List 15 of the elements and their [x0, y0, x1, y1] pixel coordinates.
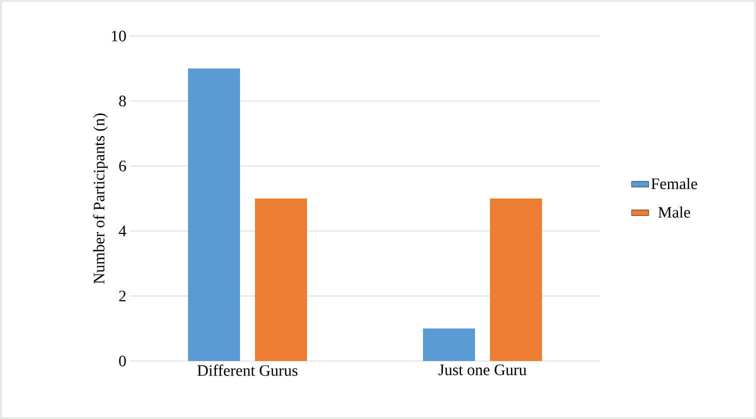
bar: [490, 198, 542, 361]
y-tick-label: 2: [119, 290, 126, 302]
y-tick-label: 10: [112, 30, 126, 42]
bar: [423, 328, 476, 361]
y-axis-title: Number of Participants (n): [93, 114, 108, 284]
legend-label: Male: [658, 206, 690, 218]
bar: [255, 198, 308, 361]
bar: [188, 68, 240, 361]
x-tick-label: Just one Guru: [438, 364, 526, 376]
legend-label: Female: [651, 178, 698, 190]
y-tick-label: 4: [118, 226, 126, 236]
x-tick-label: Different Gurus: [197, 364, 298, 376]
y-tick-label: 0: [119, 356, 126, 366]
y-tick-label: 8: [119, 96, 126, 106]
y-tick-label: 6: [119, 160, 126, 172]
